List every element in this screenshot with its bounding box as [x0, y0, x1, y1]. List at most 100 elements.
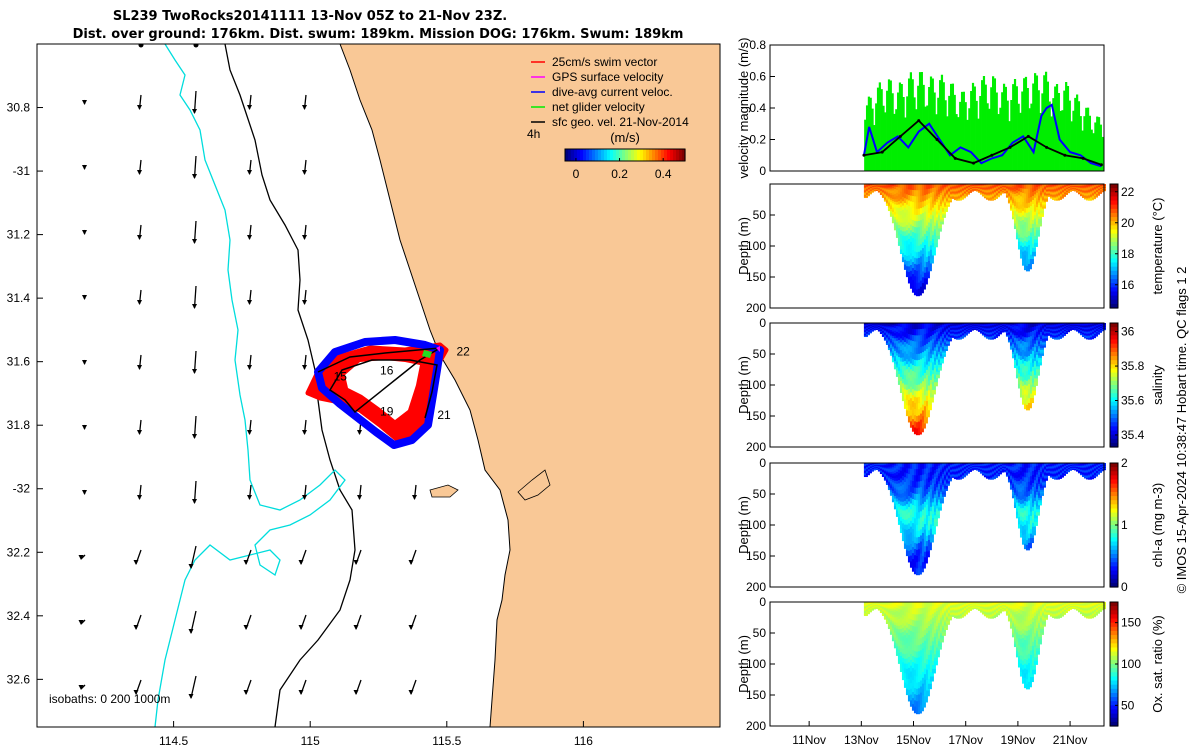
section-cell [1085, 184, 1090, 187]
section-cell [919, 323, 924, 330]
section-cell [1053, 337, 1058, 339]
section-cell [899, 226, 904, 231]
section-cell [1075, 191, 1080, 193]
section-cell [1021, 345, 1026, 351]
section-cell [1047, 186, 1052, 188]
section-cell [1083, 329, 1088, 332]
section-cell [1037, 329, 1042, 333]
section-cell [983, 332, 988, 334]
section-colorbar-swatch [1110, 217, 1118, 222]
section-cell [897, 201, 902, 206]
section-cell [981, 191, 986, 194]
section-cell [961, 326, 966, 329]
section-cell [1055, 331, 1060, 333]
section-cell [927, 241, 932, 248]
section-cell [1083, 195, 1088, 198]
section-cell [989, 324, 994, 327]
section-cell [1023, 394, 1028, 400]
section-cell [1039, 185, 1044, 189]
section-cell [911, 274, 916, 281]
isobath-label: isobaths: 0 200 1000m [49, 692, 170, 706]
section-cell [937, 354, 942, 358]
section-cell [1021, 251, 1026, 257]
section-cell [987, 189, 992, 191]
section-cell [1047, 195, 1052, 197]
section-cell [943, 185, 948, 188]
section-cell [989, 323, 994, 326]
section-cell [1059, 333, 1064, 336]
section-cell [911, 220, 916, 227]
section-cell [981, 188, 986, 190]
section-cell [987, 326, 992, 329]
section-cell [1041, 200, 1046, 202]
section-cell [935, 323, 940, 327]
section-cell [1013, 196, 1018, 200]
section-colorbar-swatch [1110, 422, 1118, 427]
section-cell [1055, 324, 1060, 327]
section-cell [1081, 186, 1086, 189]
section-cell [913, 227, 918, 234]
section-cell [927, 385, 932, 391]
section-cell [1039, 324, 1044, 328]
section-cell [1041, 188, 1046, 190]
section-cell [1035, 210, 1040, 214]
section-cell [963, 187, 968, 190]
section-cell [935, 374, 940, 379]
section-cell [931, 366, 936, 371]
section-cell [893, 196, 898, 200]
section-cell [865, 472, 870, 474]
current-vector [247, 224, 252, 240]
section-cell [937, 359, 942, 363]
section-cell [1095, 190, 1100, 193]
section-cell [1005, 186, 1010, 189]
section-cell [893, 335, 898, 339]
velocity-series-line [863, 119, 1102, 166]
section-cell [967, 330, 972, 332]
section-cell [921, 271, 926, 278]
section-cell [905, 348, 910, 355]
section-cell [951, 185, 956, 187]
colorbar-swatch [670, 149, 674, 161]
section-cell [959, 185, 964, 188]
section-cell [957, 184, 962, 187]
section-cell [933, 326, 938, 331]
section-cell [895, 361, 900, 366]
section-cell [901, 331, 906, 337]
section-cell [995, 323, 1000, 325]
section-cell [1087, 329, 1092, 331]
section-cell [929, 323, 934, 328]
section-cell [1055, 188, 1060, 190]
section-cell [955, 331, 960, 333]
section-cell [1093, 331, 1098, 333]
section-cell [869, 191, 874, 193]
section-cell [903, 198, 908, 204]
section-cell [993, 323, 998, 326]
section-cell [1049, 332, 1054, 334]
section-cell [1079, 326, 1084, 328]
section-cell [907, 323, 912, 330]
section-cell [981, 185, 986, 187]
section-cell [1017, 351, 1022, 357]
section-cell [919, 329, 924, 336]
section-cell [1053, 192, 1058, 194]
section-cell [933, 350, 938, 355]
section-cell [1015, 353, 1020, 358]
section-cell [939, 190, 944, 194]
section-cell [907, 372, 912, 379]
section-cell [929, 258, 934, 264]
section-cell [917, 427, 922, 435]
section-cell [1061, 193, 1066, 195]
section-cell [959, 186, 964, 188]
section-cell [1067, 190, 1072, 192]
section-cell [1011, 330, 1016, 334]
section-cell [921, 283, 926, 290]
section-cell [1083, 196, 1088, 198]
section-cell [1025, 404, 1030, 411]
section-cell [885, 326, 890, 329]
section-cell [905, 271, 910, 278]
section-cell [1081, 331, 1086, 334]
current-vector-head [298, 560, 304, 565]
section-cell [1057, 185, 1062, 188]
current-vector-head [192, 304, 197, 309]
section-cell [983, 328, 988, 330]
